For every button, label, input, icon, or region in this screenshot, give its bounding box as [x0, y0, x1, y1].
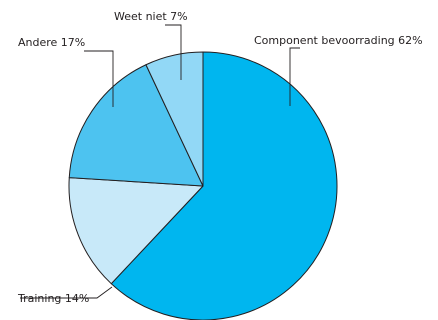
leader-line-component-bevoorrading: [289, 47, 300, 106]
pie-slices: [68, 51, 338, 320]
leader-line-andere: [84, 50, 114, 107]
slice-label-andere: Andere 17%: [18, 36, 85, 49]
slice-labels: Component bevoorrading 62% Training 14% …: [17, 10, 423, 305]
leader-line-training: [20, 286, 113, 299]
pie-slice-andere: [68, 64, 204, 187]
pie-slice-training: [68, 177, 204, 285]
leader-lines: [20, 24, 300, 299]
pie-slice-component-bevoorrading: [110, 51, 338, 320]
slice-label-component-bevoorrading: Component bevoorrading 62%: [254, 34, 423, 47]
slice-label-training: Training 14%: [17, 292, 89, 305]
slice-label-weet-niet: Weet niet 7%: [114, 10, 188, 23]
leader-line-weet-niet: [165, 24, 182, 80]
pie-slice-weet-niet: [145, 51, 204, 187]
